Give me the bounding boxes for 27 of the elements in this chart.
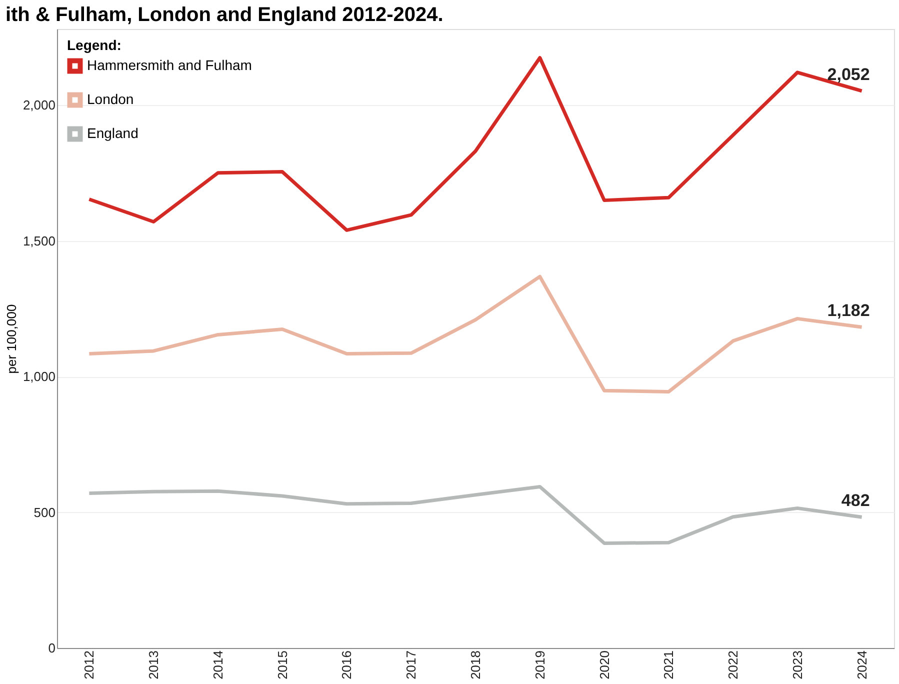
x-tick-label: 2017 bbox=[404, 650, 419, 680]
data-label: 1,182 bbox=[827, 301, 870, 320]
legend-title: Legend: bbox=[67, 37, 122, 53]
x-tick-label: 2020 bbox=[596, 650, 612, 680]
x-tick-label: 2012 bbox=[82, 650, 97, 680]
y-tick-label: 2,000 bbox=[22, 98, 56, 113]
y-axis-title: per 100,000 bbox=[4, 304, 19, 374]
x-tick-label: 2015 bbox=[274, 650, 290, 680]
x-tick-label: 2016 bbox=[339, 650, 354, 680]
y-tick-label: 1,000 bbox=[22, 369, 56, 384]
x-tick-label: 2023 bbox=[790, 650, 805, 680]
legend-label: Hammersmith and Fulham bbox=[87, 57, 252, 73]
x-tick-label: 2018 bbox=[468, 650, 483, 680]
data-label: 2,052 bbox=[827, 64, 870, 84]
data-label: 482 bbox=[841, 491, 870, 510]
legend-label: England bbox=[87, 125, 138, 141]
y-tick-label: 0 bbox=[48, 640, 56, 656]
y-tick-label: 1,500 bbox=[22, 233, 56, 248]
x-tick-label: 2014 bbox=[210, 650, 226, 680]
legend-label: London bbox=[87, 91, 134, 107]
chart-title: ith & Fulham, London and England 2012-2024. bbox=[5, 4, 444, 26]
x-tick-label: 2013 bbox=[146, 650, 162, 680]
x-tick-label: 2021 bbox=[661, 650, 676, 680]
x-tick-label: 2022 bbox=[726, 650, 741, 680]
x-tick-label: 2024 bbox=[854, 650, 870, 680]
y-tick-label: 500 bbox=[34, 504, 56, 520]
x-tick-label: 2019 bbox=[532, 650, 548, 680]
